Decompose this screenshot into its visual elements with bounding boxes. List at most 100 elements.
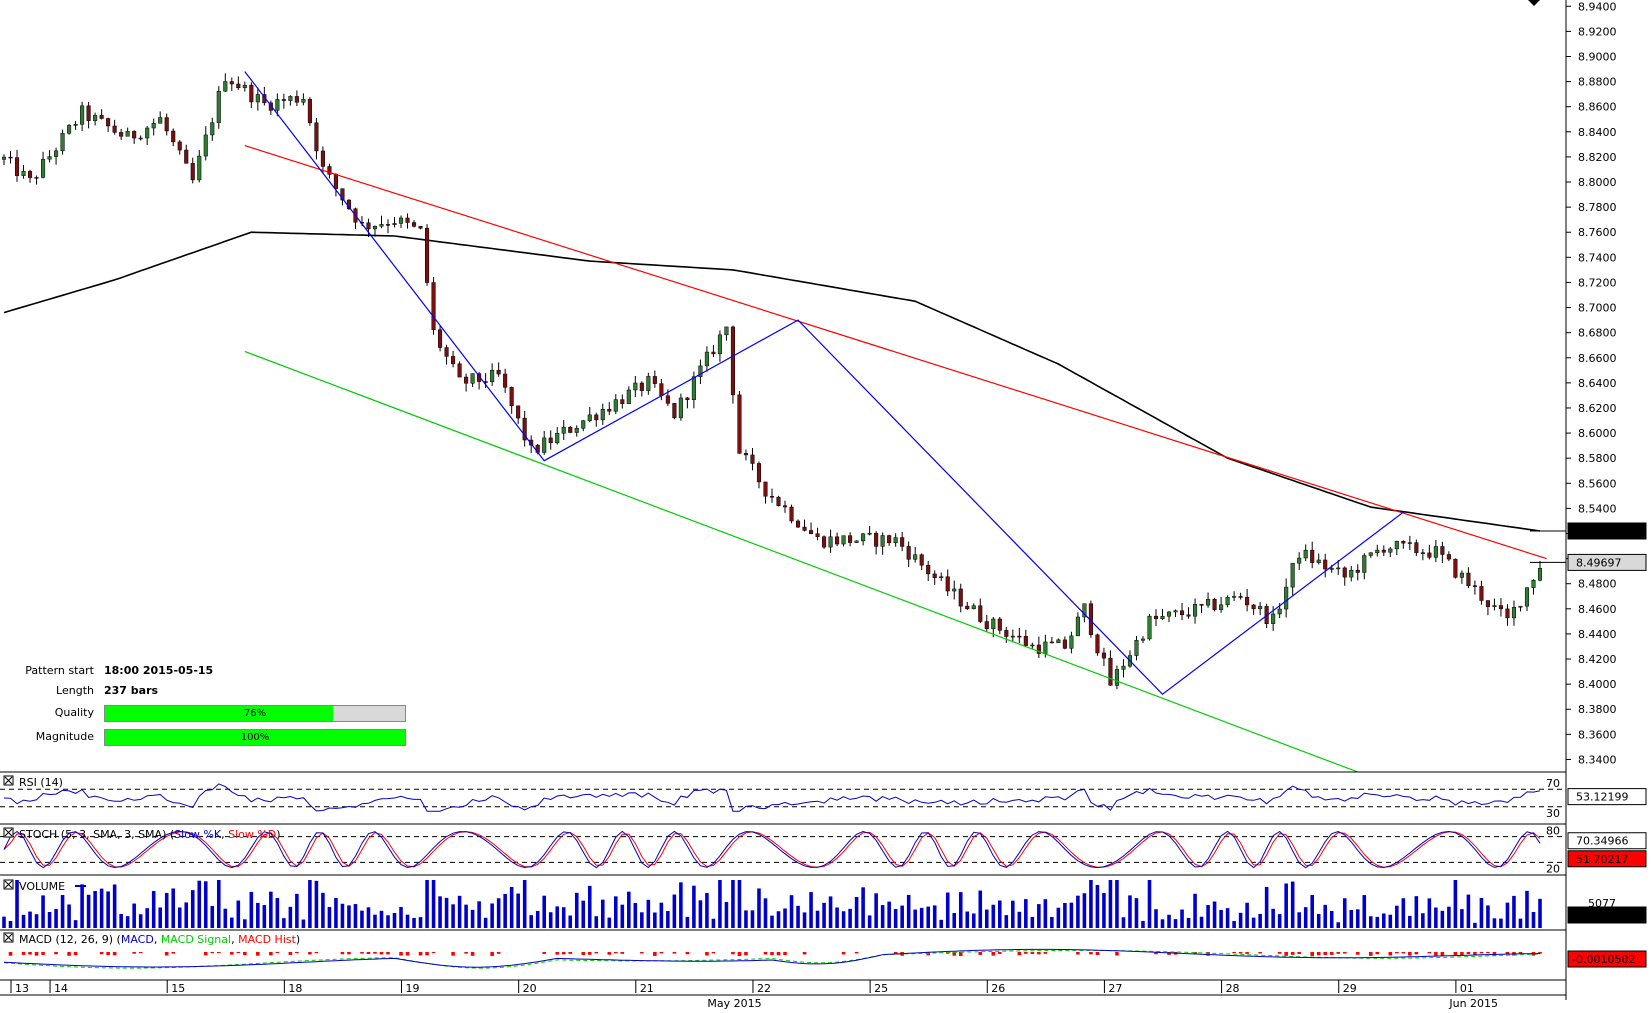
candle — [919, 553, 924, 570]
volume-bar — [1115, 880, 1119, 928]
macd-hist-bar — [373, 952, 377, 954]
candle-body — [1531, 579, 1536, 588]
price-tick-label: 8.7800 — [1578, 201, 1617, 214]
candle — [288, 95, 293, 106]
time-tick-label: 26 — [991, 982, 1005, 995]
macd-hist-bar — [1277, 952, 1282, 954]
price-tick-label: 8.4000 — [1578, 678, 1617, 691]
volume-bar — [906, 894, 911, 928]
volume-bar — [145, 908, 149, 928]
macd-hist-bar — [1323, 952, 1328, 955]
macd-hist-bar — [1375, 952, 1380, 955]
macd-hist-bar — [614, 952, 618, 954]
macd-hist-bar — [1414, 952, 1419, 955]
macd-hist-bar — [34, 952, 39, 956]
volume-bar — [744, 910, 748, 928]
volume-bar — [971, 913, 976, 928]
macd-hist-bar — [243, 952, 247, 956]
price-tick-label: 8.8800 — [1578, 76, 1617, 89]
volume-bar — [574, 892, 579, 928]
candle — [14, 149, 20, 182]
candle-body — [600, 408, 605, 421]
candle — [1251, 603, 1256, 615]
stoch-d-value-label: 51.70217 — [1576, 853, 1629, 866]
volume-bar — [431, 880, 436, 928]
candle-body — [1225, 597, 1230, 606]
volume-bar — [1180, 909, 1184, 928]
quality-value: 76% — [243, 708, 267, 719]
macd-hist-bar — [1401, 952, 1406, 954]
candle — [1362, 553, 1367, 580]
macd-hist-bar — [952, 952, 957, 956]
magnitude-bar: 100% — [104, 729, 406, 746]
candle — [848, 532, 853, 547]
volume-bar — [73, 920, 78, 928]
time-tick-label: 21 — [640, 982, 654, 995]
candle-body — [1258, 606, 1263, 610]
candle-body — [795, 520, 801, 528]
volume-bar — [659, 902, 664, 928]
candle-body — [41, 158, 46, 178]
macd-hist-bar — [1434, 952, 1438, 956]
candle-body — [418, 226, 423, 229]
candle — [8, 151, 13, 164]
macd-hist-bar — [1460, 952, 1464, 956]
volume-bar — [965, 911, 970, 928]
volume-bar — [1473, 922, 1477, 928]
candle — [1342, 566, 1347, 586]
candle-body — [1303, 549, 1308, 559]
candle-body — [613, 399, 618, 412]
candle-body — [177, 141, 182, 151]
candle-body — [698, 365, 703, 377]
candle-body — [1446, 554, 1451, 560]
volume-bar — [581, 900, 586, 928]
candle-body — [34, 177, 39, 179]
volume-bar — [54, 908, 58, 928]
volume-bar — [1342, 898, 1347, 928]
macd-hist-bar — [1473, 952, 1477, 956]
pattern-start-value: 18:00 2015-05-15 — [104, 664, 214, 677]
candle — [1531, 579, 1536, 595]
volume-bar — [1056, 907, 1061, 928]
candle — [1355, 564, 1360, 581]
macd-hist-bar — [347, 952, 351, 955]
candle — [184, 144, 189, 164]
macd-hist-bar — [418, 952, 423, 956]
macd-hist-bar — [1206, 952, 1210, 956]
macd-hist-bar — [1368, 952, 1373, 956]
caret-down-icon[interactable] — [1528, 0, 1540, 6]
candle — [353, 207, 358, 230]
price-tick-label: 8.9200 — [1578, 25, 1617, 38]
volume-bar — [1108, 880, 1113, 928]
candle — [333, 173, 338, 197]
volume-bar — [418, 917, 423, 928]
volume-bar — [262, 905, 267, 928]
candle-body — [1433, 546, 1438, 558]
candle — [568, 425, 573, 434]
candle — [1381, 545, 1386, 557]
candle-body — [275, 99, 280, 111]
rsi-level-label: 30 — [1546, 807, 1560, 820]
macd-hist-bar — [991, 952, 996, 956]
candle-body — [1485, 600, 1490, 607]
candle-body — [27, 171, 33, 178]
candle — [1433, 539, 1438, 563]
candle — [581, 420, 586, 432]
candle-body — [21, 171, 26, 176]
candle-body — [704, 351, 709, 367]
candle-body — [789, 506, 794, 522]
volume-bar — [1017, 911, 1022, 928]
candle — [939, 572, 944, 582]
volume-bar — [112, 884, 117, 928]
candle-body — [47, 156, 52, 160]
candle — [1225, 595, 1230, 608]
volume-bar — [1141, 920, 1145, 928]
candle — [626, 386, 631, 405]
candle-body — [1316, 559, 1321, 563]
price-tick-label: 8.6200 — [1578, 402, 1617, 415]
volume-bar — [666, 911, 670, 928]
candle — [555, 427, 560, 445]
candle — [945, 569, 950, 596]
candle — [1082, 603, 1087, 623]
candle — [802, 519, 807, 532]
